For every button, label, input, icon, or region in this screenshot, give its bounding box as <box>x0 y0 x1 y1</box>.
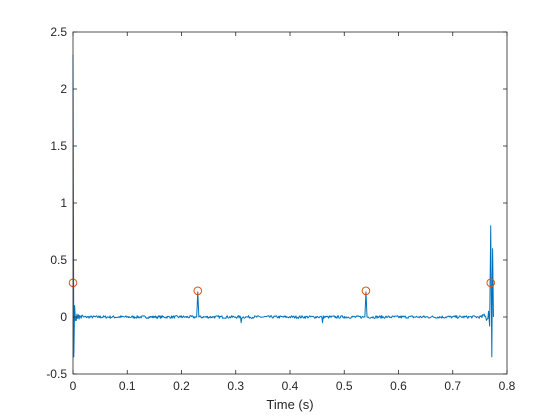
x-tick-label: 0.3 <box>227 379 244 393</box>
peak-marker <box>193 286 203 296</box>
y-axis: -0.5 0 0.5 1 1.5 2 2.5 <box>46 25 507 381</box>
x-tick-label: 0.7 <box>444 379 461 393</box>
x-axis-label: Time (s) <box>266 397 313 412</box>
peak-marker <box>361 286 371 296</box>
x-axis: 0 0.1 0.2 0.3 0.4 0.5 0.6 0.7 0.8 <box>70 32 516 393</box>
y-tick-label: 2.5 <box>50 25 67 39</box>
y-tick-label: 1.5 <box>50 139 67 153</box>
y-tick-label: 2 <box>60 82 67 96</box>
plot-background <box>73 32 507 374</box>
x-tick-label: 0.2 <box>173 379 190 393</box>
y-tick-label: -0.5 <box>46 367 67 381</box>
x-tick-label: 0.4 <box>282 379 299 393</box>
x-tick-label: 0.8 <box>499 379 516 393</box>
x-tick-label: 0 <box>70 379 77 393</box>
x-tick-label: 0.6 <box>390 379 407 393</box>
y-tick-label: 1 <box>60 196 67 210</box>
signal-line <box>72 54 494 358</box>
y-tick-label: 0 <box>60 310 67 324</box>
x-tick-label: 0.5 <box>336 379 353 393</box>
peak-marker <box>486 278 496 288</box>
y-tick-label: 0.5 <box>50 253 67 267</box>
x-tick-label: 0.1 <box>119 379 136 393</box>
